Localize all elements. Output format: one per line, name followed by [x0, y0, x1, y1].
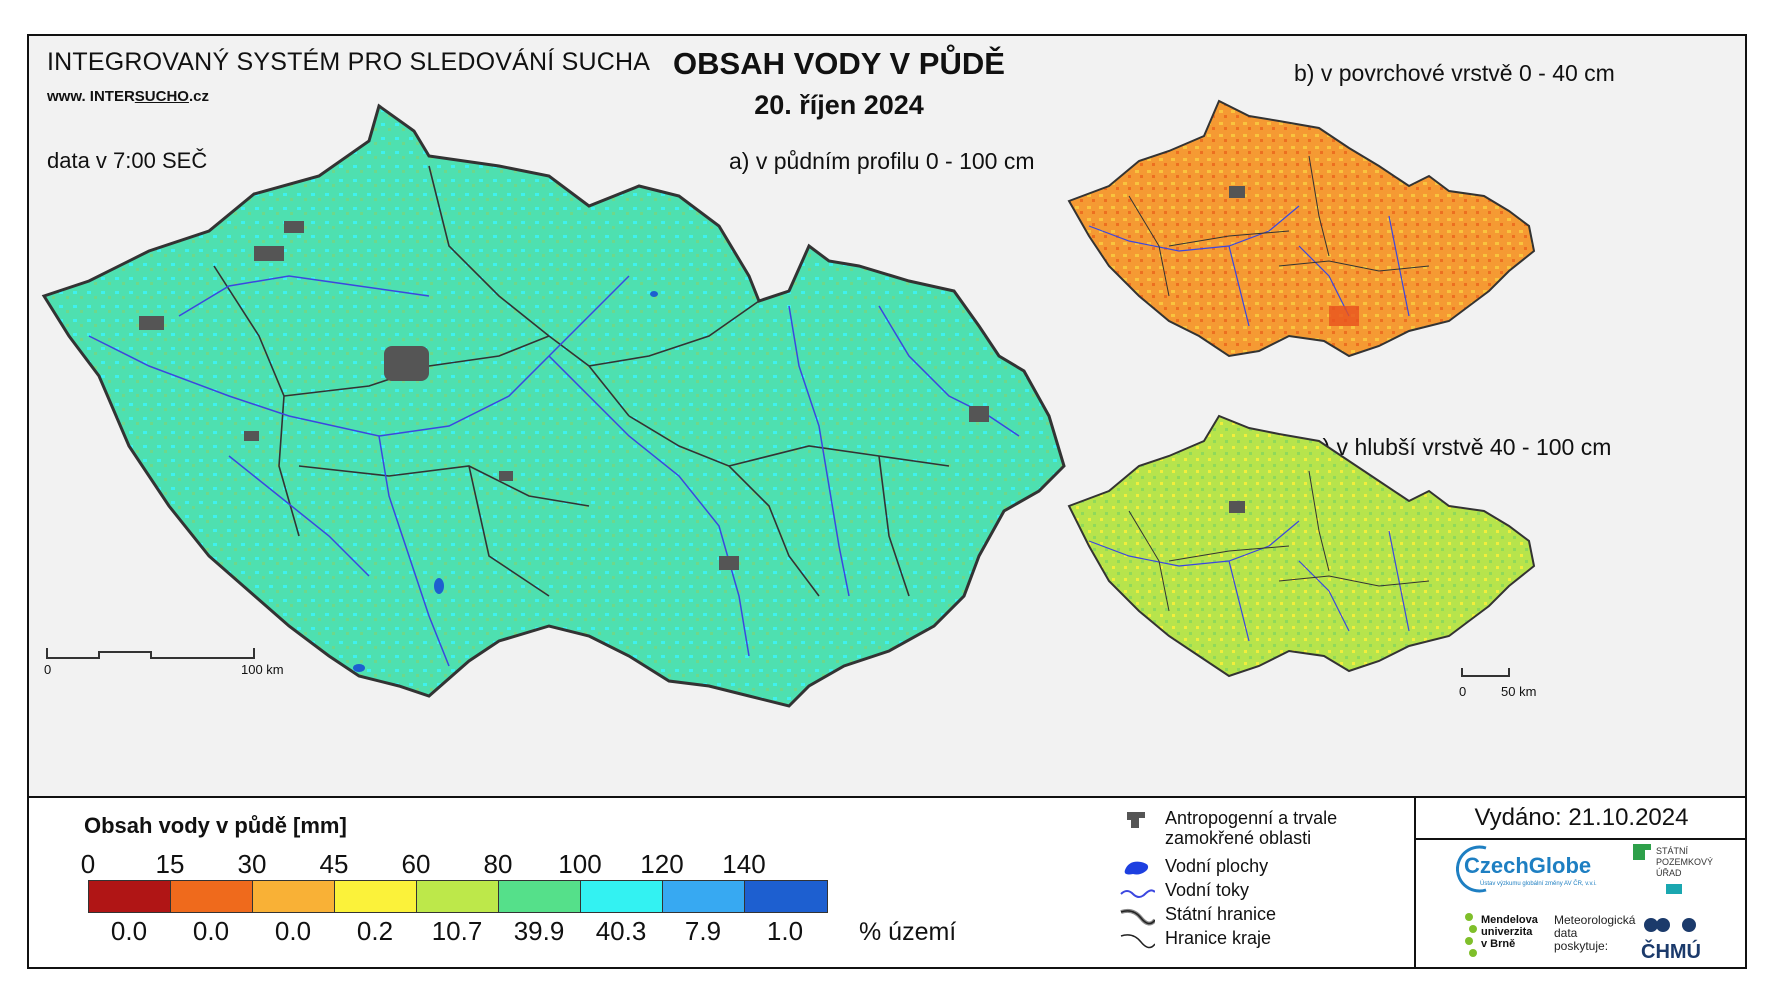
region-borders-c [1128, 470, 1430, 612]
tick-label: 15 [155, 849, 185, 879]
legend-item-urban: Antropogenní a trvale zamokřené oblasti [1119, 808, 1379, 848]
colorbar-bin [745, 881, 827, 912]
legend-section: Obsah vody v půdě [mm] 0 15 30 45 60 80 … [29, 796, 1747, 969]
percent-value: 0.0 [110, 916, 148, 946]
mendel-dots-icon [1465, 913, 1477, 957]
czechglobe-logo: CzechGlobe [1464, 853, 1592, 878]
state-border-icon [1120, 908, 1155, 926]
country-outline-a [41, 103, 1066, 708]
data-time: data v 7:00 SEČ [47, 148, 208, 173]
legend-item-region-border: Hranice kraje [1119, 928, 1379, 952]
chmu-logo: ČHMÚ [1641, 941, 1701, 963]
tick-label: 100 [558, 849, 602, 879]
urban-areas-a [139, 221, 989, 570]
credits-box: Vydáno: 21.10.2024 CzechGlobe Ústav výzk… [1414, 798, 1747, 967]
legend-item-water: Vodní plochy [1119, 856, 1379, 880]
percent-value: 0.0 [192, 916, 230, 946]
colorbar-bin [417, 881, 499, 912]
colorbar-bin [89, 881, 171, 912]
system-title: INTEGROVANÝ SYSTÉM PRO SLEDOVÁNÍ SUCHA [47, 48, 651, 76]
legend-title: Obsah vody v půdě [mm] [84, 813, 347, 838]
spu-accent-icon [1666, 884, 1682, 894]
legend-item-river: Vodní toky [1119, 880, 1379, 904]
symbol-legend: Antropogenní a trvale zamokřené oblasti … [1119, 808, 1399, 958]
map-b-title: b) v povrchové vrstvě 0 - 40 cm [1294, 60, 1615, 86]
map-a [41, 99, 1536, 708]
meteo-data-provider: Meteorologická data poskytuje: [1554, 913, 1636, 953]
colorbar-bin [581, 881, 663, 912]
percent-value: 40.3 [595, 916, 647, 946]
colorbar-bin [335, 881, 417, 912]
water-bodies-a [353, 291, 658, 672]
scale-a-start: 0 [44, 662, 52, 677]
percent-value: 39.9 [513, 916, 565, 946]
rivers-c [1088, 520, 1410, 642]
percent-value: 1.0 [766, 916, 804, 946]
urban-area-icon [1127, 812, 1145, 828]
tick-label: 140 [722, 849, 766, 879]
percent-value: 7.9 [684, 916, 722, 946]
rivers-b [1088, 205, 1410, 327]
region-border-icon [1120, 934, 1155, 949]
map-c-title: c) v hlubší vrstvě 40 - 100 cm [1311, 434, 1612, 460]
percent-value: 0.0 [274, 916, 312, 946]
tick-label: 0 [80, 849, 96, 879]
percent-value: 10.7 [431, 916, 483, 946]
colorbar-bin [663, 881, 745, 912]
legend-colorbar [88, 880, 828, 913]
region-borders-a [213, 165, 950, 597]
scale-bar-a [46, 648, 255, 659]
country-outline-c [1067, 414, 1536, 678]
water-body-icon [1124, 861, 1149, 875]
percent-unit-label: % území [859, 918, 957, 946]
map-date: 20. říjen 2024 [754, 90, 924, 120]
map-area: INTEGROVANÝ SYSTÉM PRO SLEDOVÁNÍ SUCHA w… [29, 36, 1745, 796]
issued-date: Vydáno: 21.10.2024 [1416, 798, 1747, 840]
scale-bc-end: 50 km [1501, 684, 1537, 699]
czechglobe-logo-icon [1456, 845, 1487, 893]
map-a-title: a) v půdním profilu 0 - 100 cm [729, 148, 1035, 174]
dry-patch-b [1329, 306, 1359, 326]
tick-label: 45 [319, 849, 349, 879]
tick-label: 80 [483, 849, 513, 879]
tick-label: 120 [640, 849, 684, 879]
rivers-a [88, 275, 1020, 667]
urban-b [1229, 186, 1245, 198]
map-frame: INTEGROVANÝ SYSTÉM PRO SLEDOVÁNÍ SUCHA w… [27, 34, 1747, 969]
river-icon [1120, 889, 1155, 898]
tick-label: 30 [237, 849, 267, 879]
chmu-logo-icon [1644, 918, 1696, 932]
mendel-university-logo: Mendelova univerzita v Brně [1481, 914, 1538, 950]
region-borders-b [1128, 155, 1430, 297]
website-link[interactable]: www. INTERSUCHO.cz [47, 88, 209, 105]
scale-bar-bc [1461, 668, 1510, 677]
scale-bc-start: 0 [1459, 684, 1467, 699]
spu-logo: STÁTNÍ POZEMKOVÝ ÚŘAD [1656, 846, 1714, 878]
page-title: OBSAH VODY V PŮDĚ [673, 46, 1005, 81]
spu-logo-icon [1633, 844, 1651, 860]
urban-c [1229, 501, 1245, 513]
country-outline-b [1067, 99, 1536, 358]
colorbar-bin [499, 881, 581, 912]
legend-item-state-border: Státní hranice [1119, 904, 1379, 928]
colorbar-bin [253, 881, 335, 912]
legend-ticks: 0 15 30 45 60 80 100 120 140 [80, 849, 844, 879]
tick-label: 60 [401, 849, 431, 879]
colorbar-bin [171, 881, 253, 912]
czechglobe-subtitle: Ústav výzkumu globální změny AV ČR, v.v.… [1480, 881, 1597, 887]
scale-a-end: 100 km [241, 662, 284, 677]
percent-value: 0.2 [356, 916, 394, 946]
